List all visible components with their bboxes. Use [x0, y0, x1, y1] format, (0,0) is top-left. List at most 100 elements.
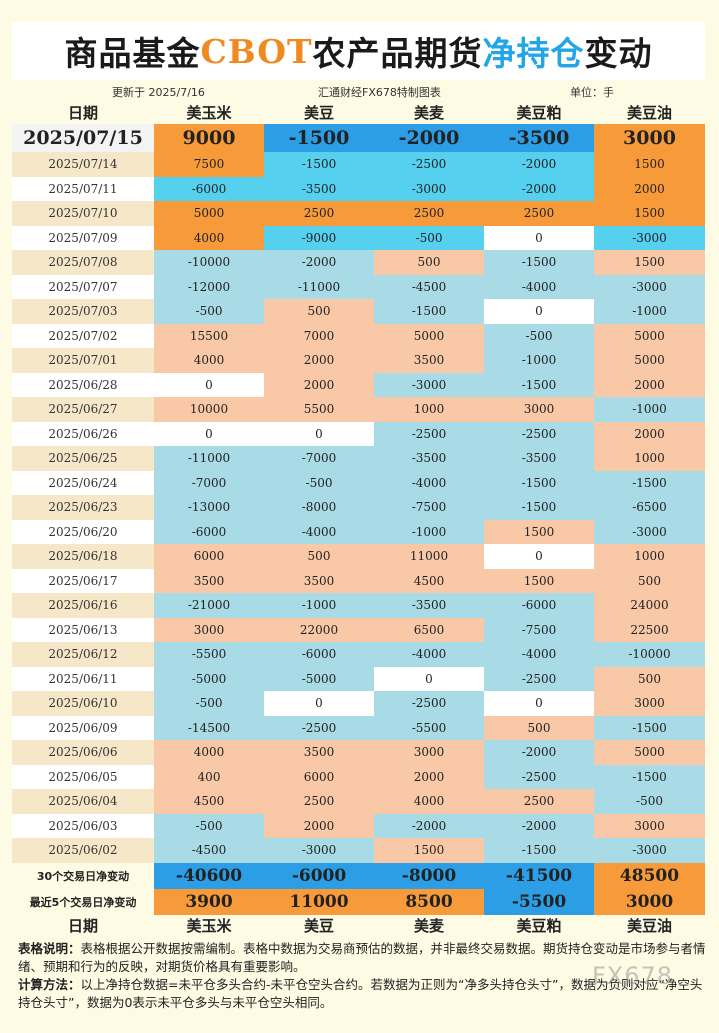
row-date: 2025/06/27 — [12, 397, 154, 422]
note-method: 计算方法：以上净持仓数据=未平仓多头合约-未平仓空头合约。若数据为正则为“净多头… — [18, 976, 708, 1012]
cell-wheat: -3000 — [374, 372, 484, 397]
column-header: 美麦 — [413, 103, 444, 122]
column-header: 美玉米 — [186, 103, 232, 122]
cell-soyoil: -10000 — [594, 642, 705, 667]
cell-wheat: -4000 — [374, 642, 484, 667]
footer-column-header: 美麦 — [413, 917, 444, 935]
cell-corn: -21000 — [154, 593, 264, 618]
cell-soymeal: -6000 — [484, 593, 594, 618]
cell-wheat: -500 — [374, 225, 484, 250]
row-date: 2025/06/28 — [12, 372, 154, 397]
cell-corn: 4500 — [154, 789, 264, 814]
cell-soyoil: 5000 — [594, 740, 705, 765]
title-part5: 变动 — [584, 34, 653, 73]
cell-corn: 0 — [154, 372, 264, 397]
row-date: 2025/06/10 — [12, 691, 154, 716]
cell-soyoil: -1500 — [594, 764, 705, 789]
cell-soyoil: -1500 — [594, 470, 705, 495]
cell-soymeal: -1500 — [484, 495, 594, 520]
row-date: 2025/06/09 — [12, 715, 154, 740]
title-part3: 农产品期货 — [312, 34, 483, 73]
row-date: 2025/06/12 — [12, 642, 154, 667]
cell-soymeal: -500 — [484, 323, 594, 348]
cell-corn: -500 — [154, 299, 264, 324]
cell-corn: 3500 — [154, 568, 264, 593]
cell-soybean: 0 — [264, 691, 374, 716]
cell-wheat: -1500 — [374, 299, 484, 324]
cell-soymeal: -2500 — [484, 764, 594, 789]
row-date: 2025/07/14 — [12, 152, 154, 177]
cell-soyoil: 1500 — [594, 201, 705, 226]
sum30-soymeal: -41500 — [484, 862, 594, 889]
cell-wheat: 3000 — [374, 740, 484, 765]
cell-soybean: 3500 — [264, 568, 374, 593]
updated-date: 更新于 2025/7/16 — [112, 86, 205, 99]
cell-soyoil: 1000 — [594, 544, 705, 569]
title-part1: 商品基金 — [64, 34, 201, 73]
cell-corn: -500 — [154, 813, 264, 838]
meta-line: 更新于 2025/7/16 汇通财经FX678特制图表 单位：手 — [22, 84, 702, 100]
cell-soymeal: -4000 — [484, 274, 594, 299]
cell-wheat: 500 — [374, 250, 484, 275]
cell-soyoil: 3000 — [594, 691, 705, 716]
sum30-label: 30个交易日净变动 — [36, 869, 130, 883]
row-date: 2025/07/02 — [12, 323, 154, 348]
cell-corn: 5000 — [154, 201, 264, 226]
cell-soymeal: 0 — [484, 544, 594, 569]
sum5-soymeal: -5500 — [484, 888, 594, 915]
cell-corn: -10000 — [154, 250, 264, 275]
row-date: 2025/06/05 — [12, 764, 154, 789]
cell-soybean: -9000 — [264, 225, 374, 250]
cell-wheat: 6500 — [374, 617, 484, 642]
sum5-wheat: 8500 — [374, 888, 484, 915]
cell-wheat: 11000 — [374, 544, 484, 569]
sum5-corn: 3900 — [154, 888, 264, 915]
row-date: 2025/06/02 — [12, 838, 154, 863]
column-header: 日期 — [67, 103, 98, 122]
sum30-soyoil: 48500 — [594, 862, 705, 889]
cell-soymeal: -1500 — [484, 250, 594, 275]
row-date: 2025/07/01 — [12, 348, 154, 373]
cell-wheat: -4000 — [374, 470, 484, 495]
cell-corn: 4000 — [154, 740, 264, 765]
note-label-1: 表格说明： — [18, 941, 81, 956]
cell-corn: 15500 — [154, 323, 264, 348]
cell-soyoil: -3000 — [594, 225, 705, 250]
cell-soymeal: -2000 — [484, 813, 594, 838]
cell-wheat: -2000 — [374, 813, 484, 838]
cell-soybean: -5000 — [264, 666, 374, 691]
cell-soymeal: -3500 — [484, 446, 594, 471]
cell-wheat: 2000 — [374, 764, 484, 789]
cell-soybean: 500 — [264, 544, 374, 569]
note-text-1: 表格根据公开数据按需编制。表格中数据为交易商预估的数据，并非最终交易数据。期货持… — [18, 941, 706, 974]
row-date: 2025/06/18 — [12, 544, 154, 569]
cell-soymeal: -4000 — [484, 642, 594, 667]
cell-soybean: -6000 — [264, 642, 374, 667]
cell-soyoil: -3000 — [594, 274, 705, 299]
cell-soyoil: 22500 — [594, 617, 705, 642]
sum5-soyoil: 3000 — [594, 888, 705, 915]
footer-column-header: 美豆粕 — [516, 917, 562, 935]
cell-wheat: 3500 — [374, 348, 484, 373]
cell-wheat: 4000 — [374, 789, 484, 814]
cell-corn: -4500 — [154, 838, 264, 863]
cell-soyoil: -3000 — [594, 838, 705, 863]
cell-wheat: -1000 — [374, 519, 484, 544]
cell-soyoil: 24000 — [594, 593, 705, 618]
cell-corn: 4000 — [154, 348, 264, 373]
cell-soymeal: -2000 — [484, 740, 594, 765]
cell-soyoil: -1500 — [594, 715, 705, 740]
cell-soybean: -4000 — [264, 519, 374, 544]
cell-soybean: 3500 — [264, 740, 374, 765]
cell-wheat: -2500 — [374, 421, 484, 446]
cell-soymeal: -1500 — [484, 838, 594, 863]
cell-soybean: -2000 — [264, 250, 374, 275]
note-text-2: 以上净持仓数据=未平仓多头合约-未平仓空头合约。若数据为正则为“净多头持仓头寸”… — [18, 977, 703, 1010]
unit-label: 单位：手 — [570, 86, 614, 99]
cell-soymeal: 1500 — [484, 568, 594, 593]
cell-corn: 7500 — [154, 152, 264, 177]
cell-corn: 3000 — [154, 617, 264, 642]
row-date: 2025/06/26 — [12, 421, 154, 446]
notes: 表格说明：表格根据公开数据按需编制。表格中数据为交易商预估的数据，并非最终交易数… — [18, 940, 708, 1012]
cell-soybean: -8000 — [264, 495, 374, 520]
